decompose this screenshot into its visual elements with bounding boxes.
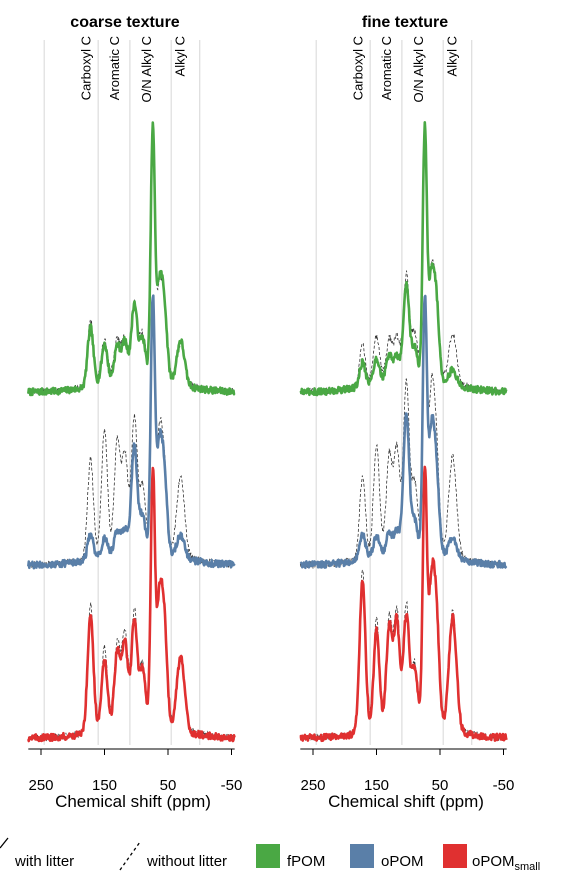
legend-without-litter-line [119,841,141,871]
region-label-alkyl-c: Alkyl C [172,36,187,76]
legend-label-opom-small: oPOMsmall [472,853,540,872]
x-tick-label-250: 250 [28,777,53,794]
legend-swatch-fpom [256,844,280,868]
region-label-o-n-alkyl-c: O/N Alkyl C [411,36,426,102]
legend-with-litter-line [0,837,9,849]
x-tick-label-150: 150 [92,777,117,794]
legend: with litter without litter fPOM oPOM oPO… [0,837,540,872]
spectrum-coarse-opom-small-with-litter [27,466,236,743]
region-label-aromatic-c: Aromatic C [107,36,122,100]
legend-label-opom: oPOM [381,853,424,870]
spectrum-fine-fpom-without-litter [299,128,507,396]
spectrum-fine-fpom-with-litter [299,121,508,397]
spectrum-fine-opom-small-without-litter [299,472,507,742]
panel-coarse: Carboxyl C Aromatic C O/N Alkyl C Alkyl C 25… [27,36,243,794]
legend-with-litter-label: with litter [14,853,74,870]
legend-without-litter-label: without litter [146,853,227,870]
panel-title-coarse: coarse texture [70,14,179,31]
x-tick-label-250: 250 [300,777,325,794]
x-tick-label-50: 50 [432,777,449,794]
spectrum-coarse-opom-with-litter [27,294,236,570]
region-label-carboxyl-c: Carboxyl C [350,36,365,100]
spectrum-coarse-fpom-with-litter [27,121,236,397]
legend-label-fpom: fPOM [287,853,325,870]
region-label-aromatic-c: Aromatic C [379,36,394,100]
x-tick-label--50: -50 [493,777,515,794]
region-label-o-n-alkyl-c: O/N Alkyl C [139,36,154,102]
x-tick-label-50: 50 [160,777,177,794]
legend-label-opom-small-main: oPOM [472,853,515,870]
panel-title-fine: fine texture [362,14,448,31]
region-label-carboxyl-c: Carboxyl C [78,36,93,100]
region-label-alkyl-c: Alkyl C [444,36,459,76]
spectrum-fine-opom-with-litter [299,294,508,570]
x-axis-title-coarse: Chemical shift (ppm) [55,792,211,811]
legend-swatch-opom [350,844,374,868]
spectrum-coarse-fpom-without-litter [27,136,235,396]
x-tick-label--50: -50 [221,777,243,794]
spectrum-fine-opom-small-with-litter [299,465,508,743]
spectrum-coarse-opom-small-without-litter [27,475,235,742]
legend-label-opom-small-sub: small [515,861,541,872]
x-axis-title-fine: Chemical shift (ppm) [328,792,484,811]
legend-swatch-opom-small [443,844,467,868]
panel-fine: Carboxyl C Aromatic C O/N Alkyl C Alkyl C 25… [299,36,515,794]
x-tick-label-150: 150 [364,777,389,794]
